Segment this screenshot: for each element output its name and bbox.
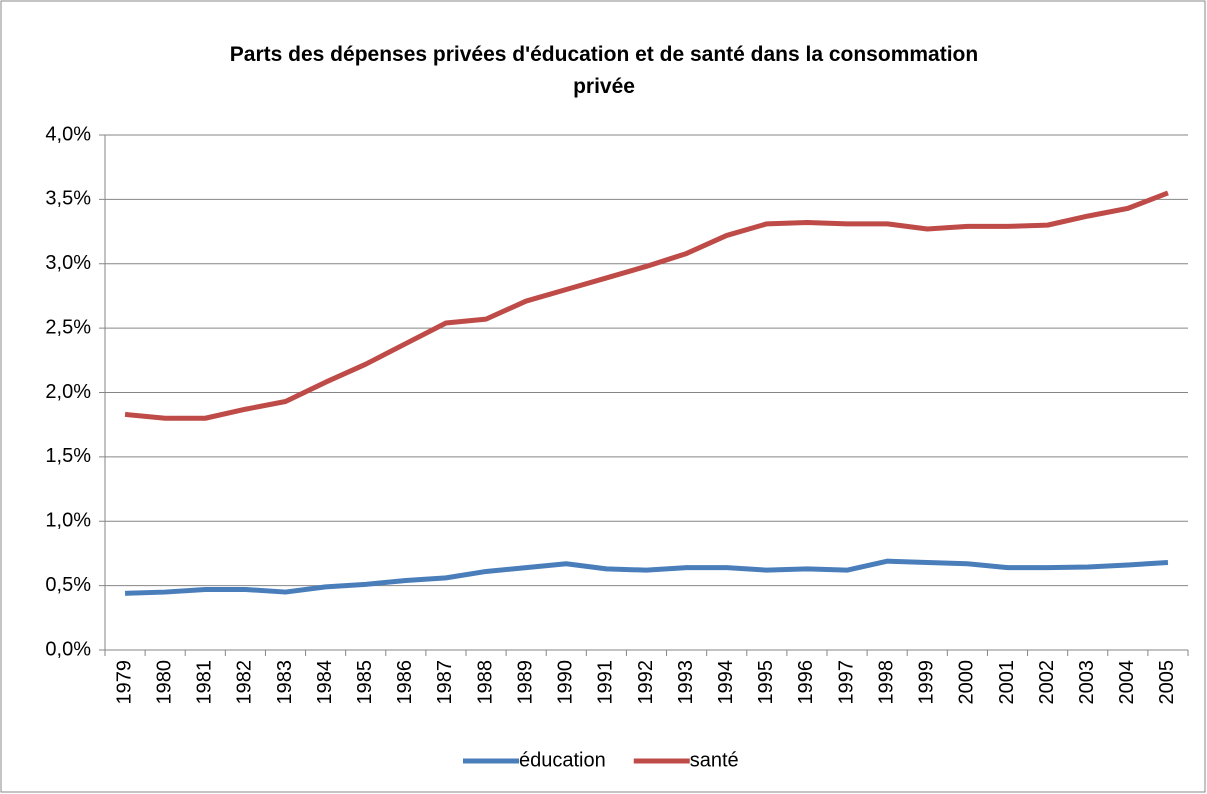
x-tick-label: 1985 <box>354 660 376 705</box>
x-tick-label: 2000 <box>956 660 978 705</box>
y-tick-label: 3,5% <box>45 188 91 210</box>
legend-label: éducation <box>519 749 606 771</box>
x-tick-label: 1980 <box>153 660 175 705</box>
x-tick-label: 1999 <box>916 660 938 705</box>
x-tick-label: 1987 <box>434 660 456 705</box>
y-tick-label: 1,5% <box>45 445 91 467</box>
x-tick-label: 1983 <box>274 660 296 705</box>
y-tick-label: 1,0% <box>45 510 91 532</box>
x-tick-label: 1996 <box>795 660 817 705</box>
x-tick-label: 1992 <box>635 660 657 705</box>
x-tick-label: 1993 <box>675 660 697 705</box>
x-tick-label: 1991 <box>595 660 617 705</box>
x-tick-label: 1984 <box>314 660 336 705</box>
y-tick-label: 0,5% <box>45 574 91 596</box>
x-tick-label: 1997 <box>835 660 857 705</box>
x-tick-label: 1990 <box>555 660 577 705</box>
x-tick-label: 1995 <box>755 660 777 705</box>
x-tick-label: 2002 <box>1036 660 1058 705</box>
x-tick-label: 1981 <box>194 660 216 705</box>
y-tick-label: 2,5% <box>45 316 91 338</box>
title-line: privée <box>573 75 635 98</box>
y-tick-label: 4,0% <box>45 123 91 145</box>
x-tick-label: 1979 <box>113 660 135 705</box>
x-tick-label: 1994 <box>715 660 737 705</box>
legend-label: santé <box>690 749 739 771</box>
x-tick-label: 1988 <box>474 660 496 705</box>
x-tick-label: 1986 <box>394 660 416 705</box>
series-line <box>124 558 1169 596</box>
y-tick-label: 2,0% <box>45 381 91 403</box>
series-line <box>124 190 1169 421</box>
x-tick-label: 2003 <box>1076 660 1098 705</box>
x-tick-label: 1989 <box>514 660 536 705</box>
y-tick-label: 0,0% <box>45 638 91 660</box>
x-tick-label: 2004 <box>1116 660 1138 705</box>
x-tick-label: 2001 <box>996 660 1018 705</box>
title-line: Parts des dépenses privées d'éducation e… <box>230 43 978 66</box>
x-tick-label: 1998 <box>875 660 897 705</box>
x-tick-label: 2005 <box>1156 660 1178 705</box>
x-tick-label: 1982 <box>234 660 256 705</box>
y-tick-label: 3,0% <box>45 252 91 274</box>
chart-title: Parts des dépenses privées d'éducation e… <box>230 43 978 98</box>
